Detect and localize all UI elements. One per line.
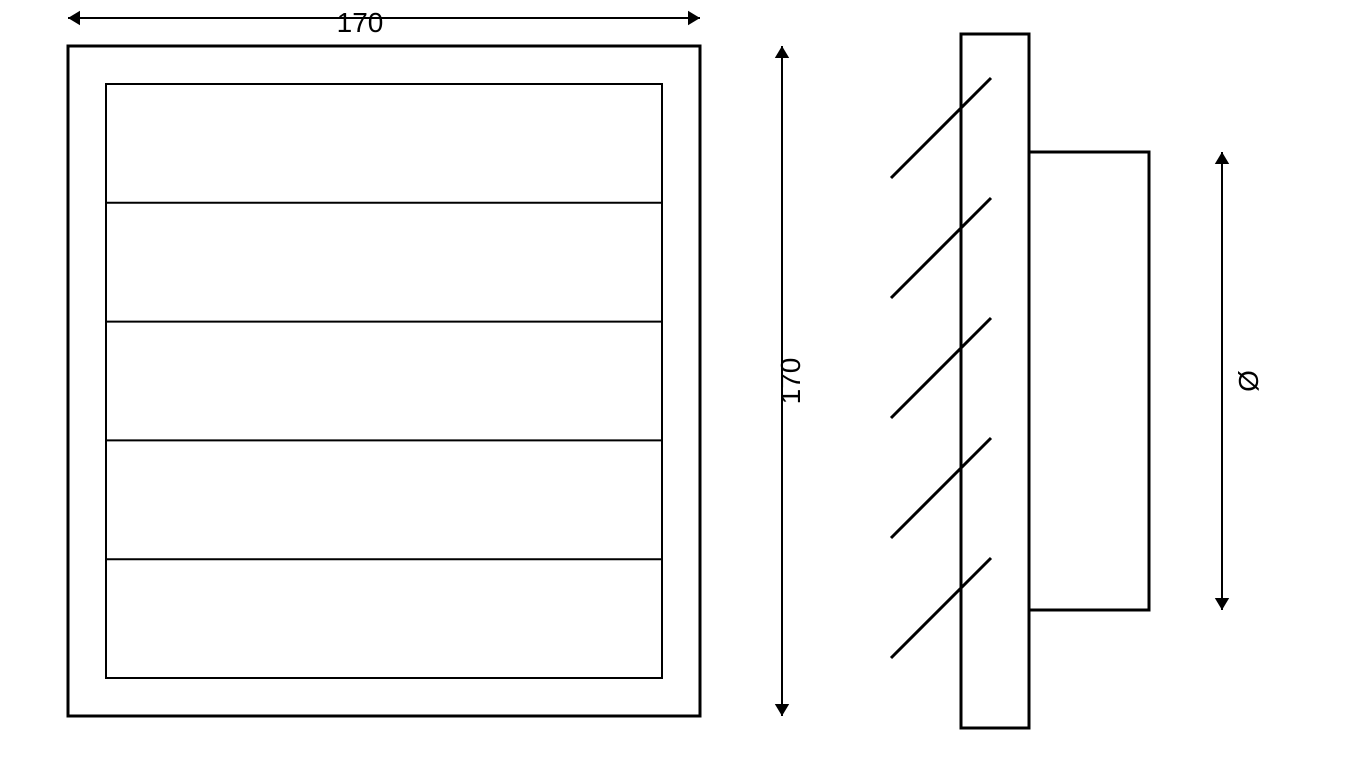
technical-drawing: 170 170 Ø xyxy=(0,0,1360,768)
diameter-dimension-label: Ø xyxy=(1233,370,1264,392)
side-view xyxy=(891,34,1149,728)
dimension-diameter xyxy=(1215,152,1229,610)
width-dimension-label: 170 xyxy=(337,7,384,38)
height-dimension-label: 170 xyxy=(775,358,806,405)
dimension-width xyxy=(68,11,700,25)
front-view xyxy=(68,46,700,716)
